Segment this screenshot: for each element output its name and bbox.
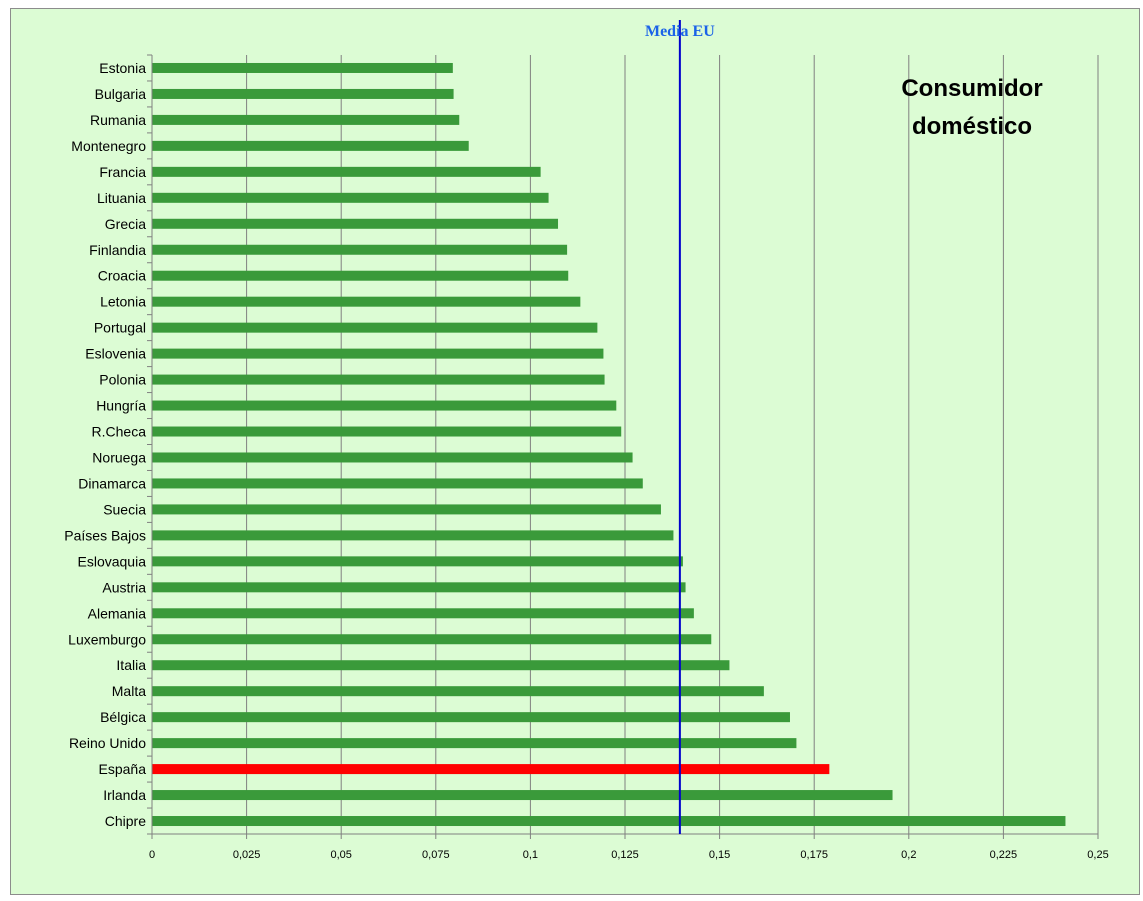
category-label: Estonia — [99, 60, 146, 76]
x-tick-label: 0,125 — [611, 849, 639, 861]
bar-letonia — [152, 296, 581, 307]
category-label: R.Checa — [92, 424, 147, 440]
bars — [152, 62, 1066, 827]
annotation-line-2: doméstico — [912, 113, 1032, 140]
category-label: Suecia — [103, 501, 146, 517]
bar-italia — [152, 660, 730, 671]
category-label: Francia — [99, 164, 146, 180]
category-labels: Estonia Bulgaria Rumania Montenegro Francia L… — [64, 60, 146, 829]
x-tick-label: 0,25 — [1087, 849, 1108, 861]
category-label: Finlandia — [89, 242, 146, 258]
bar-dinamarca — [152, 478, 643, 489]
category-label: Reino Unido — [69, 735, 146, 751]
x-tick-label: 0,225 — [990, 849, 1018, 861]
bar-españa — [152, 764, 830, 775]
media-eu-label: Media EU — [645, 23, 715, 40]
category-label: Montenegro — [71, 138, 146, 154]
category-label: Noruega — [92, 449, 146, 465]
category-label: Países Bajos — [64, 527, 146, 543]
x-tick-label: 0,2 — [901, 849, 916, 861]
category-label: Eslovaquia — [78, 553, 147, 569]
bar-finlandia — [152, 244, 568, 255]
bar-polonia — [152, 374, 605, 385]
bar-hungría — [152, 400, 617, 411]
bar-suecia — [152, 504, 661, 515]
x-tick-label: 0,175 — [800, 849, 828, 861]
bar-luxemburgo — [152, 634, 712, 645]
bar-irlanda — [152, 790, 893, 801]
category-label: Bélgica — [100, 709, 146, 725]
category-label: Rumania — [90, 112, 146, 128]
x-tick-label: 0,025 — [233, 849, 261, 861]
category-label: Chipre — [105, 813, 146, 829]
x-tick-label: 0 — [149, 849, 155, 861]
bar-estonia — [152, 62, 453, 73]
category-label: Austria — [102, 579, 146, 595]
bar-grecia — [152, 218, 559, 229]
bar-portugal — [152, 322, 598, 333]
bar-r-checa — [152, 426, 622, 437]
category-label: Dinamarca — [78, 475, 146, 491]
category-label: Croacia — [98, 268, 146, 284]
bar-bulgaria — [152, 88, 454, 99]
category-label: Portugal — [94, 320, 146, 336]
x-tick-label: 0,15 — [709, 849, 730, 861]
annotation-line-1: Consumidor — [901, 75, 1042, 102]
category-label: Lituania — [97, 190, 146, 206]
bar-bélgica — [152, 712, 790, 723]
bar-montenegro — [152, 140, 469, 151]
axes — [147, 54, 1099, 839]
category-label: Irlanda — [103, 787, 146, 803]
bar-chipre — [152, 816, 1066, 827]
bar-reino-unido — [152, 738, 797, 749]
bar-eslovaquia — [152, 556, 683, 567]
bar-rumania — [152, 114, 460, 125]
x-tick-label: 0,1 — [523, 849, 538, 861]
category-label: Italia — [116, 657, 146, 673]
bar-noruega — [152, 452, 633, 463]
bar-malta — [152, 686, 764, 697]
x-tick-labels: 0 0,025 0,05 0,075 0,1 0,125 0,15 0,175 0,2 0,225… — [149, 849, 1109, 861]
x-tick-label: 0,075 — [422, 849, 450, 861]
bar-francia — [152, 166, 541, 177]
bar-lituania — [152, 192, 549, 203]
gridlines — [246, 55, 1099, 834]
category-label: Polonia — [99, 372, 146, 388]
category-label: Bulgaria — [95, 86, 147, 102]
bar-alemania — [152, 608, 694, 619]
category-label: Eslovenia — [85, 346, 146, 362]
category-label: Letonia — [100, 294, 146, 310]
bar-croacia — [152, 270, 569, 281]
x-tick-label: 0,05 — [330, 849, 351, 861]
bar-eslovenia — [152, 348, 604, 359]
category-label: Grecia — [105, 216, 146, 232]
category-label: Malta — [112, 683, 146, 699]
bar-países-bajos — [152, 530, 674, 541]
category-label: Hungría — [96, 398, 146, 414]
category-label: España — [99, 761, 147, 777]
category-label: Alemania — [88, 605, 147, 621]
category-label: Luxemburgo — [68, 631, 146, 647]
bar-austria — [152, 582, 686, 593]
